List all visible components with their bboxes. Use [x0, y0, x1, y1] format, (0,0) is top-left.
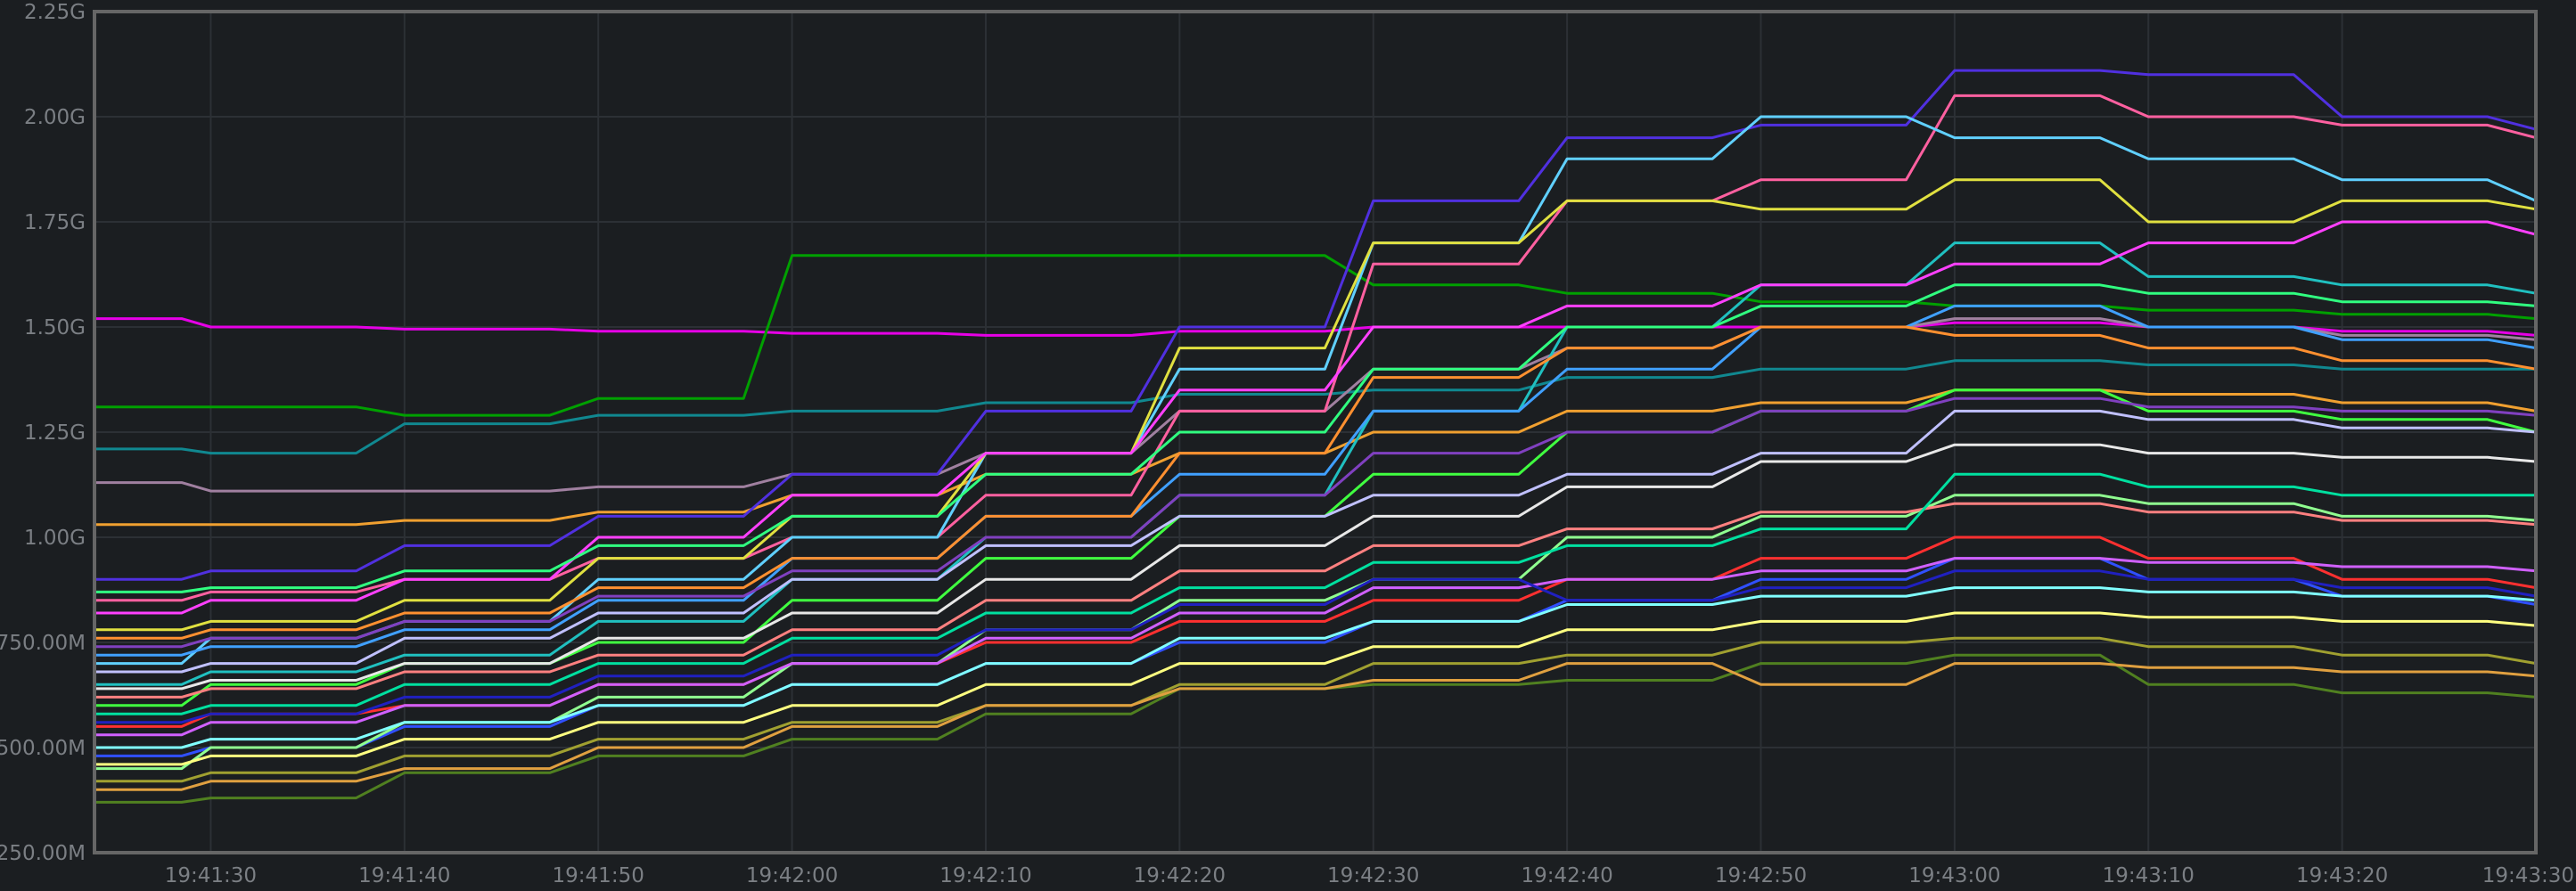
- y-tick-label: 1.00G: [24, 527, 86, 550]
- series-line-24: [94, 586, 2537, 749]
- y-tick-label: 1.25G: [24, 421, 86, 445]
- series-line-6: [94, 69, 2537, 581]
- x-tick-label: 19:42:50: [1715, 864, 1807, 887]
- series-line-19: [94, 304, 2537, 657]
- series-line-21: [94, 502, 2537, 699]
- series-line-23: [94, 557, 2537, 737]
- series-line-16: [94, 653, 2537, 804]
- series-line-11: [94, 388, 2537, 707]
- series-lines: [94, 69, 2537, 804]
- x-tick-label: 19:43:30: [2482, 864, 2574, 887]
- y-tick-label: 250.00M: [0, 842, 86, 865]
- x-tick-label: 19:43:20: [2296, 864, 2388, 887]
- x-tick-label: 19:42:40: [1521, 864, 1612, 887]
- series-line-30: [94, 569, 2537, 724]
- series-line-3: [94, 359, 2536, 455]
- series-line-22: [94, 472, 2536, 715]
- series-line-2: [94, 254, 2537, 417]
- series-line-1: [94, 317, 2537, 337]
- plot-frame: [93, 10, 2538, 854]
- series-line-15: [94, 636, 2537, 783]
- x-axis: 19:41:30 19:41:40 19:41:50 19:42:00 19:42:10…: [165, 864, 2574, 887]
- x-tick-label: 19:41:30: [165, 864, 257, 887]
- series-line-17: [94, 662, 2537, 791]
- series-line-28: [94, 283, 2537, 593]
- x-tick-label: 19:43:00: [1908, 864, 2000, 887]
- y-tick-label: 2.25G: [24, 1, 86, 24]
- y-tick-label: 750.00M: [0, 632, 86, 655]
- x-tick-label: 19:41:50: [553, 864, 644, 887]
- series-line-29: [94, 443, 2537, 691]
- y-tick-label: 500.00M: [0, 737, 86, 760]
- series-line-18: [94, 220, 2537, 615]
- series-line-9: [94, 178, 2537, 632]
- series-line-13: [94, 557, 2537, 757]
- x-tick-label: 19:42:10: [939, 864, 1031, 887]
- series-line-25: [94, 611, 2537, 766]
- x-tick-label: 19:42:30: [1327, 864, 1419, 887]
- x-tick-label: 19:43:10: [2103, 864, 2195, 887]
- series-line-20: [94, 409, 2537, 674]
- x-tick-label: 19:42:00: [746, 864, 838, 887]
- y-tick-label: 1.50G: [24, 316, 86, 339]
- y-axis: 250.00M 500.00M 750.00M 1.00G 1.25G 1.50G 1.75…: [0, 1, 86, 865]
- series-line-26: [94, 325, 2537, 640]
- series-line-27: [94, 396, 2537, 649]
- x-tick-label: 19:42:20: [1134, 864, 1226, 887]
- y-tick-label: 1.75G: [24, 211, 86, 234]
- x-tick-label: 19:41:40: [358, 864, 450, 887]
- y-tick-label: 2.00G: [24, 106, 86, 129]
- series-line-4: [94, 317, 2537, 493]
